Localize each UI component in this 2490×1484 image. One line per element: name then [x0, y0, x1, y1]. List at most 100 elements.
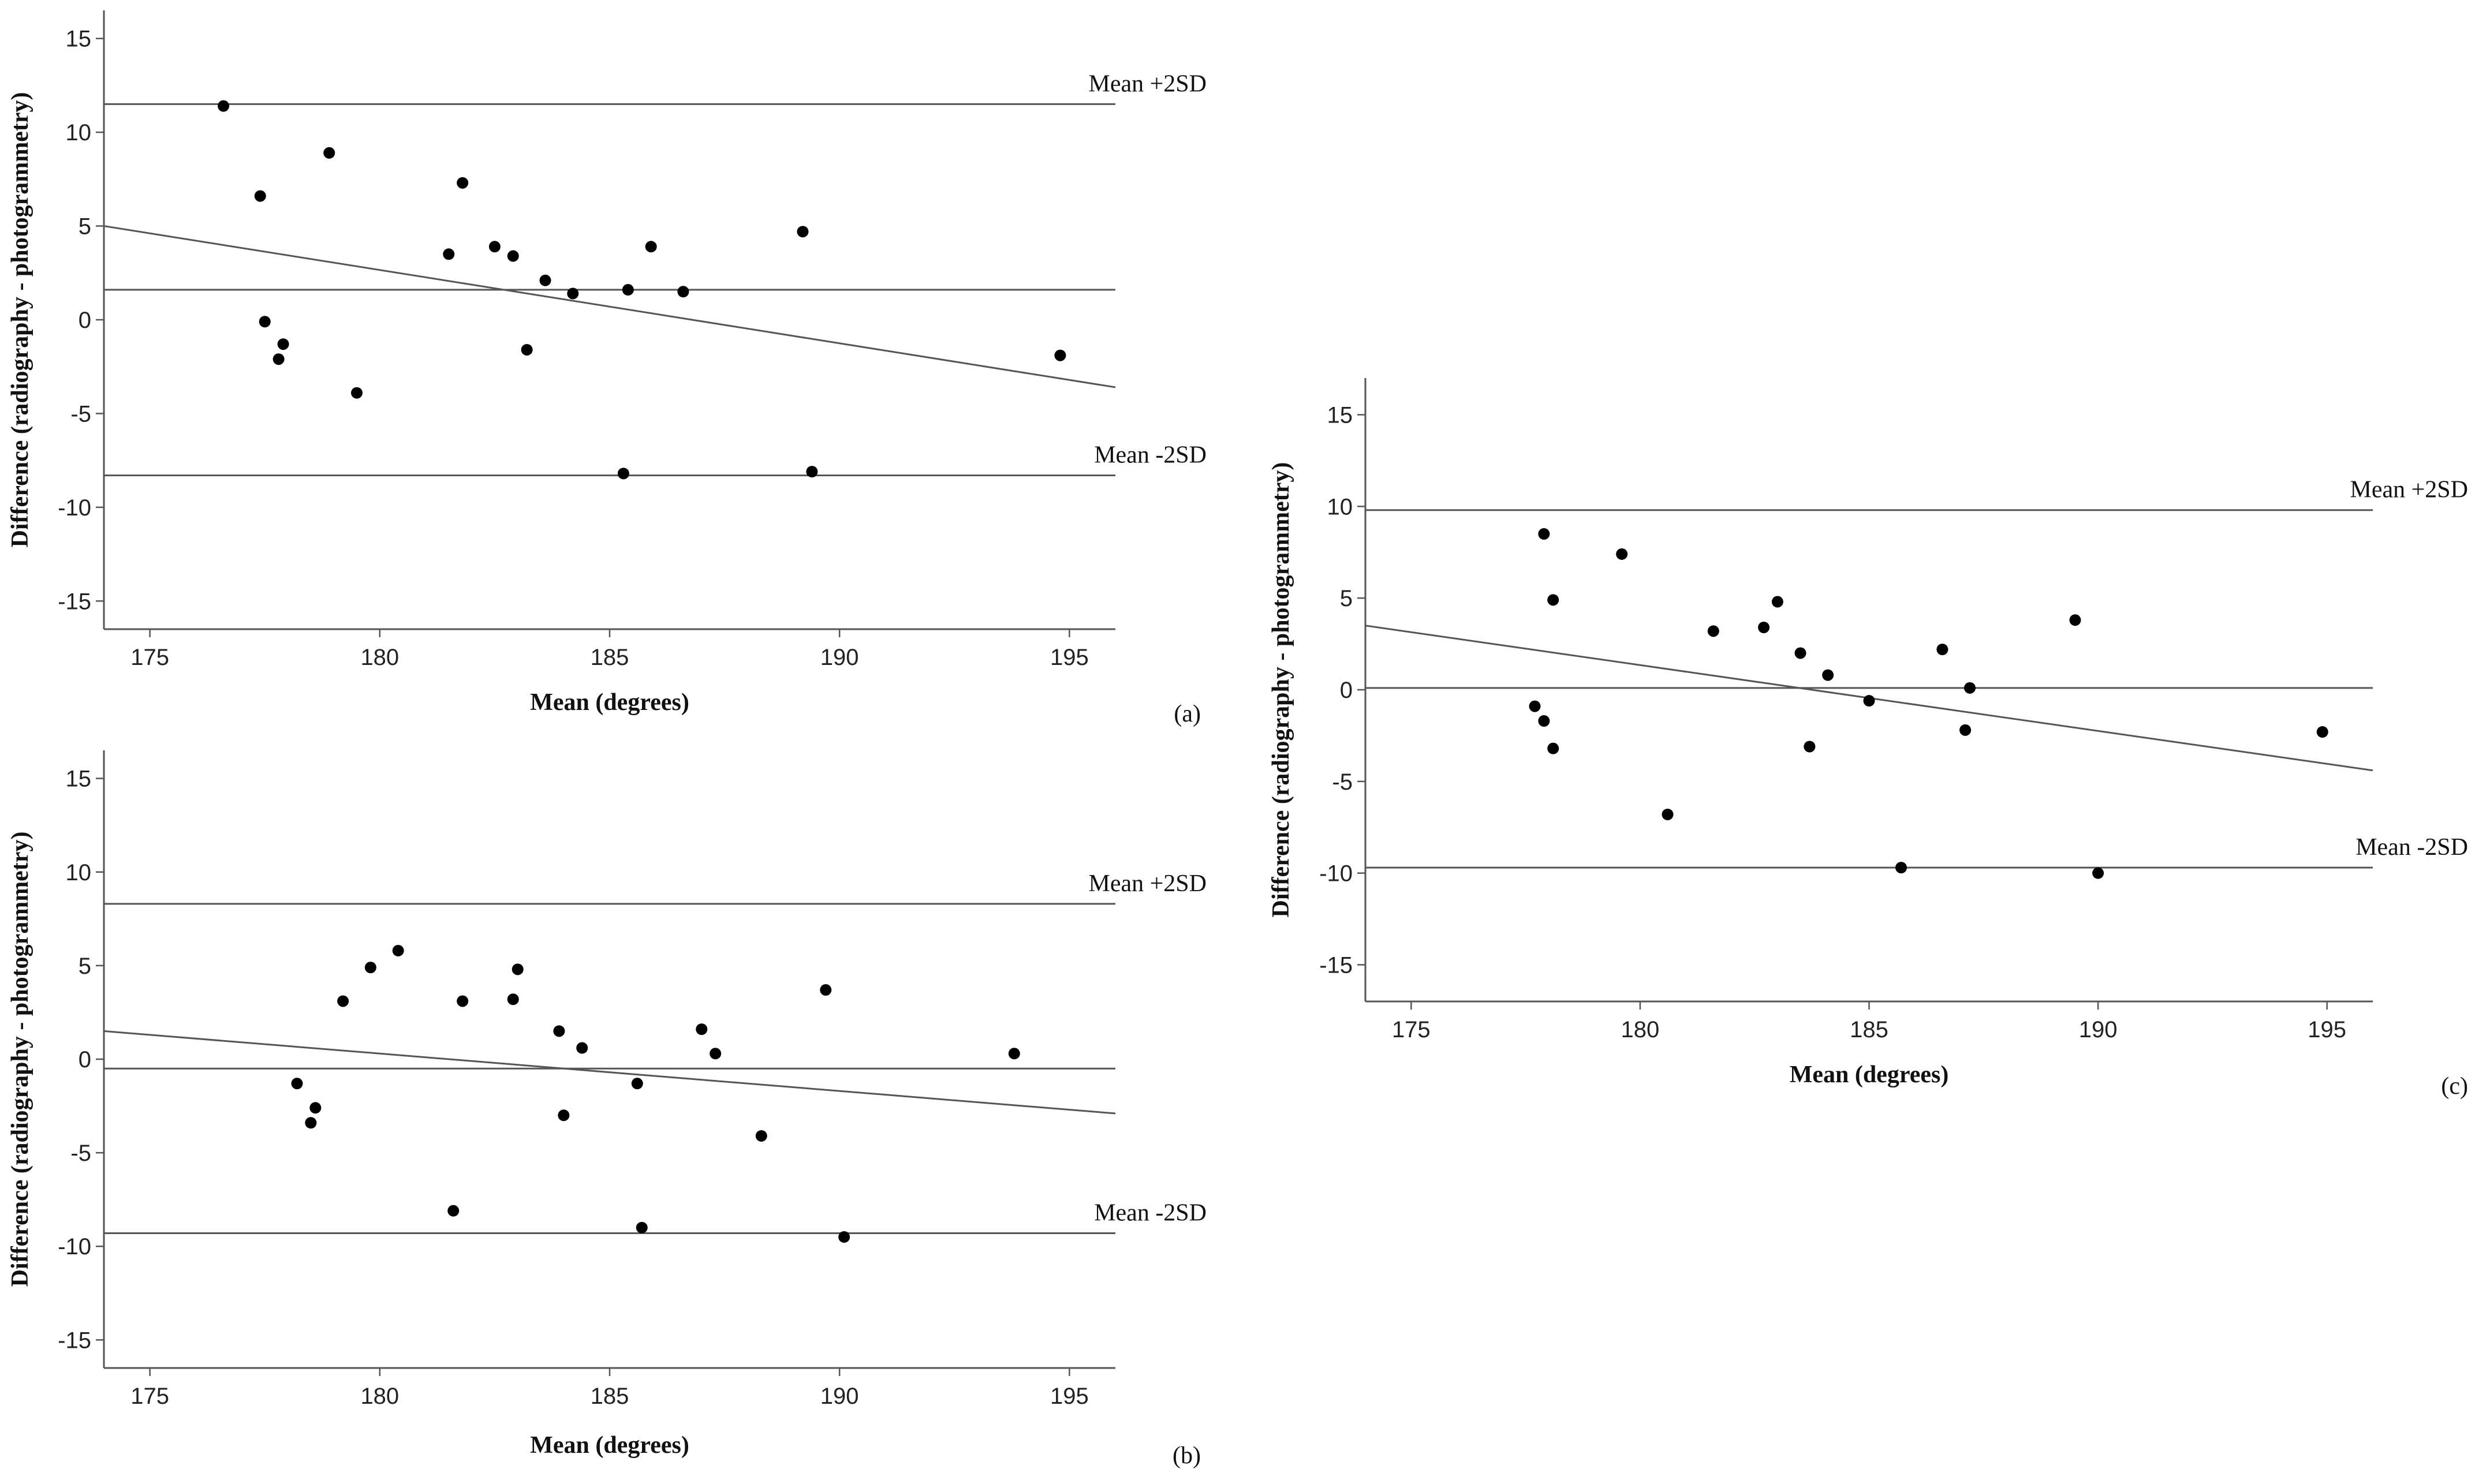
panel-label: (c): [2441, 1073, 2468, 1100]
data-point: [1959, 724, 1972, 736]
x-axis-title: Mean (degrees): [1790, 1061, 1949, 1088]
data-point: [838, 1231, 850, 1243]
data-point: [820, 984, 832, 996]
y-tick-label: 15: [66, 767, 92, 792]
data-point: [567, 287, 579, 300]
y-tick-label: 0: [1340, 678, 1353, 703]
data-point: [1008, 1048, 1020, 1060]
x-tick-label: 180: [360, 1384, 399, 1409]
data-point: [277, 338, 289, 350]
regression-line: [103, 225, 1116, 388]
panel-label: (b): [1173, 1442, 1201, 1469]
y-tick-label: 5: [1340, 586, 1353, 611]
y-tick-label: 10: [66, 120, 92, 145]
data-point: [553, 1025, 565, 1037]
panel-a: 15 10 5 0 -5 -10 -15 175 180 185 190 195 Mean +2SD Me…: [7, 10, 1207, 727]
panel-b: 15 10 5 0 -5 -10 -15 175 180 185 190 195 Mean +2SD Me…: [7, 750, 1207, 1469]
data-point: [1538, 715, 1550, 727]
data-point: [1616, 548, 1628, 560]
data-point: [1794, 647, 1806, 659]
y-tick-label: -10: [58, 495, 91, 521]
data-point: [364, 962, 376, 974]
y-axis-title: Difference (radiography - photogrammetry…: [7, 832, 33, 1287]
data-point: [254, 190, 266, 202]
x-tick-label: 175: [130, 1384, 169, 1409]
reference-label-upper: Mean +2SD: [1088, 870, 1207, 897]
data-point: [539, 274, 551, 286]
x-tick-label: 195: [1050, 645, 1089, 670]
data-point: [1529, 700, 1541, 712]
data-point: [617, 468, 629, 480]
y-axis-title: Difference (radiography - photogrammetry…: [1268, 462, 1294, 918]
y-tick-label: 15: [1327, 403, 1353, 428]
y-tick-label: -15: [58, 589, 91, 614]
x-tick-label: 190: [820, 1384, 859, 1409]
data-point: [710, 1048, 722, 1060]
regression-line: [103, 1030, 1116, 1115]
data-point: [447, 1205, 460, 1217]
data-point: [1822, 669, 1834, 681]
data-point: [755, 1130, 767, 1142]
panel-c: 15 10 5 0 -5 -10 -15 175 180 185 190 195 Mean +2SD Me…: [1268, 378, 2468, 1100]
x-tick-label: 190: [820, 645, 859, 670]
data-point: [488, 241, 501, 253]
data-point: [218, 100, 230, 112]
x-tick-label: 175: [130, 645, 169, 670]
reference-label-upper: Mean +2SD: [2350, 477, 2468, 503]
y-tick-label: 5: [79, 214, 91, 240]
data-point: [1547, 594, 1559, 606]
data-point: [1758, 622, 1770, 633]
data-point: [1054, 349, 1066, 361]
data-point: [645, 241, 657, 253]
data-point: [2069, 614, 2081, 626]
x-tick-label: 195: [2308, 1017, 2346, 1042]
y-tick-label: -15: [1319, 952, 1353, 978]
data-point: [259, 316, 271, 328]
data-point: [696, 1023, 708, 1036]
data-point: [636, 1221, 648, 1233]
data-point: [1895, 862, 1907, 874]
data-point: [1804, 741, 1816, 753]
data-point: [323, 147, 335, 159]
data-point: [2092, 867, 2104, 879]
data-point: [507, 250, 519, 262]
data-point: [806, 466, 818, 478]
x-tick-label: 180: [360, 645, 399, 670]
y-tick-label: 15: [66, 27, 92, 52]
data-point: [631, 1078, 643, 1090]
x-tick-label: 190: [2079, 1017, 2118, 1042]
data-point: [1538, 528, 1550, 540]
data-point: [576, 1042, 588, 1054]
data-point: [1863, 695, 1875, 707]
x-axis-title: Mean (degrees): [530, 689, 689, 716]
x-tick-label: 175: [1392, 1017, 1431, 1042]
data-point: [1707, 625, 1719, 637]
x-tick-label: 185: [591, 1384, 629, 1409]
data-point: [677, 286, 689, 298]
y-tick-label: 10: [1327, 494, 1353, 519]
data-point: [1547, 742, 1559, 754]
data-point: [309, 1102, 322, 1114]
data-point: [272, 353, 285, 365]
data-point: [1771, 596, 1783, 608]
reference-label-upper: Mean +2SD: [1088, 70, 1207, 97]
y-axis-title: Difference (radiography - photogrammetry…: [7, 92, 33, 548]
y-tick-label: 5: [79, 954, 91, 979]
data-point: [558, 1109, 570, 1122]
y-tick-label: -5: [70, 1141, 91, 1166]
data-point: [1964, 682, 1976, 694]
data-point: [305, 1117, 317, 1129]
y-tick-label: -10: [1319, 861, 1353, 887]
y-tick-label: -10: [58, 1234, 91, 1259]
reference-label-lower: Mean -2SD: [2355, 834, 2468, 861]
y-tick-label: -15: [58, 1328, 91, 1353]
data-point: [457, 177, 469, 189]
y-tick-label: 0: [79, 1047, 91, 1072]
data-point: [443, 248, 455, 260]
data-point: [291, 1078, 303, 1090]
data-point: [1936, 644, 1948, 656]
reference-label-lower: Mean -2SD: [1094, 442, 1207, 469]
y-tick-label: 0: [79, 308, 91, 333]
